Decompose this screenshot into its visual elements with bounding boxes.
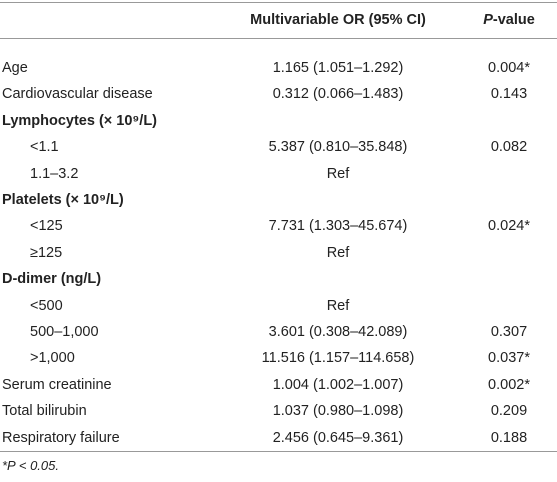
odds-ratio: 5.387 (0.810–35.848) [268, 139, 408, 156]
row-label: Total bilirubin [2, 403, 87, 420]
p-value: 0.209 [490, 403, 528, 420]
header-p-italic: P [483, 12, 493, 28]
top-rule [0, 2, 557, 3]
odds-ratio: 1.037 (0.980–1.098) [272, 403, 404, 420]
row-label: 500–1,000 [30, 324, 99, 340]
p-value: 0.002* [488, 376, 530, 393]
group-heading: Platelets (× 10⁹/L) [2, 192, 124, 208]
p-value: 0.143 [490, 86, 528, 103]
row-label: Cardiovascular disease [2, 86, 153, 103]
header-p: P-value [470, 10, 548, 30]
row-label: Serum creatinine [2, 376, 112, 393]
odds-ratio: 1.165 (1.051–1.292) [272, 60, 404, 76]
odds-ratio: 11.516 (1.157–114.658) [261, 350, 415, 367]
odds-ratio: 3.601 (0.308–42.089) [268, 324, 408, 340]
header-or: Multivariable OR (95% CI) [250, 12, 426, 28]
odds-ratio: 1.004 (1.002–1.007) [272, 376, 404, 393]
odds-ratio: 0.312 (0.066–1.483) [272, 86, 404, 103]
odds-ratio: Ref [326, 165, 350, 182]
p-value: 0.037* [488, 350, 530, 367]
bottom-rule [0, 451, 557, 452]
row-label: Age [2, 60, 28, 76]
odds-ratio: 7.731 (1.303–45.674) [268, 218, 408, 235]
row-label: Respiratory failure [2, 429, 120, 446]
group-heading: Lymphocytes (× 10⁹/L) [2, 112, 158, 129]
p-value: 0.024* [488, 218, 530, 235]
row-label: ≥125 [30, 244, 63, 261]
odds-ratio: Ref [326, 297, 350, 314]
row-label: 1.1–3.2 [30, 165, 79, 182]
row-label: <500 [30, 297, 63, 314]
row-label: >1,000 [30, 350, 75, 367]
odds-ratio: 2.456 (0.645–9.361) [272, 429, 404, 446]
odds-ratio: Ref [326, 244, 350, 261]
p-value: 0.307 [490, 324, 528, 340]
p-value: 0.004* [488, 60, 530, 76]
row-label: <1.1 [30, 139, 59, 156]
row-label: <125 [30, 218, 63, 235]
header-rule [0, 38, 557, 39]
footnote: *P < 0.05. [2, 458, 59, 473]
p-value: 0.188 [490, 429, 528, 446]
p-value: 0.082 [490, 139, 528, 156]
header-p-rest: -value [492, 12, 535, 28]
group-heading: D-dimer (ng/L) [2, 271, 102, 288]
